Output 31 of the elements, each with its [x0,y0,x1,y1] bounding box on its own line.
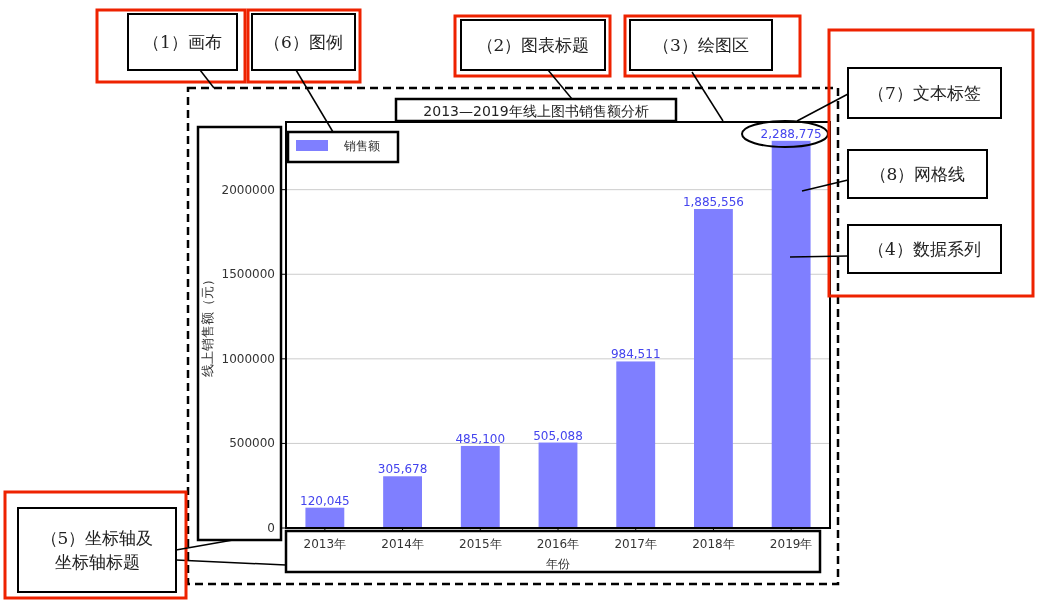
y-tick-label: 1000000 [221,351,275,366]
x-tick-label: 2019年 [769,537,813,551]
text: （5）坐标轴及坐标轴标题 [40,528,154,572]
data-label: 305,678 [377,462,428,477]
y-tick-label: 1500000 [221,267,275,282]
x-tick-label: 2018年 [692,537,735,551]
data-label: 1,885,556 [682,195,744,210]
text: （4）数据系列 [868,239,981,259]
data-label: 485,100 [455,431,506,446]
y-tick-label: 500000 [229,436,275,451]
y-axis-title: 线上销售额（元） [200,273,215,377]
x-tick-label: 2013年 [303,537,347,551]
chart-title: 2013—2019年线上图书销售额分析 [423,103,649,119]
x-tick-label: 2014年 [381,537,424,551]
y-tick-label: 2000000 [221,182,275,197]
text: （8）网格线 [869,164,966,184]
text: （7）文本标签 [868,83,981,103]
x-axis-title: 年份 [546,557,570,571]
x-tick-label: 2016年 [536,537,580,551]
text: （2）图表标题 [476,35,590,55]
data-label: 984,511 [610,347,661,362]
legend-label: 销售额 [343,139,380,153]
x-tick-label: 2017年 [614,537,657,551]
text: （3）绘图区 [653,35,749,55]
text: （1）画布 [143,32,222,52]
data-label: 505,088 [533,428,583,443]
data-label: 2,288,775 [760,126,822,141]
x-tick-label: 2015年 [459,537,502,551]
data-label: 120,045 [300,493,350,508]
y-tick-label: 0 [267,521,275,535]
text: （6）图例 [264,32,343,52]
